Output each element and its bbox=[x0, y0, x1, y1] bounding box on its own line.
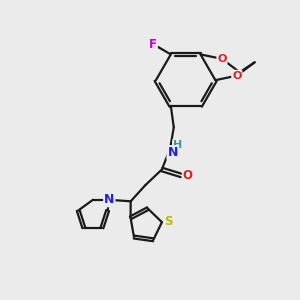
Text: F: F bbox=[149, 38, 157, 50]
Text: S: S bbox=[164, 215, 173, 228]
Text: N: N bbox=[104, 193, 115, 206]
Text: H: H bbox=[173, 140, 182, 150]
Text: O: O bbox=[183, 169, 193, 182]
Text: O: O bbox=[232, 71, 242, 81]
Text: O: O bbox=[217, 54, 226, 64]
Text: N: N bbox=[167, 146, 178, 159]
